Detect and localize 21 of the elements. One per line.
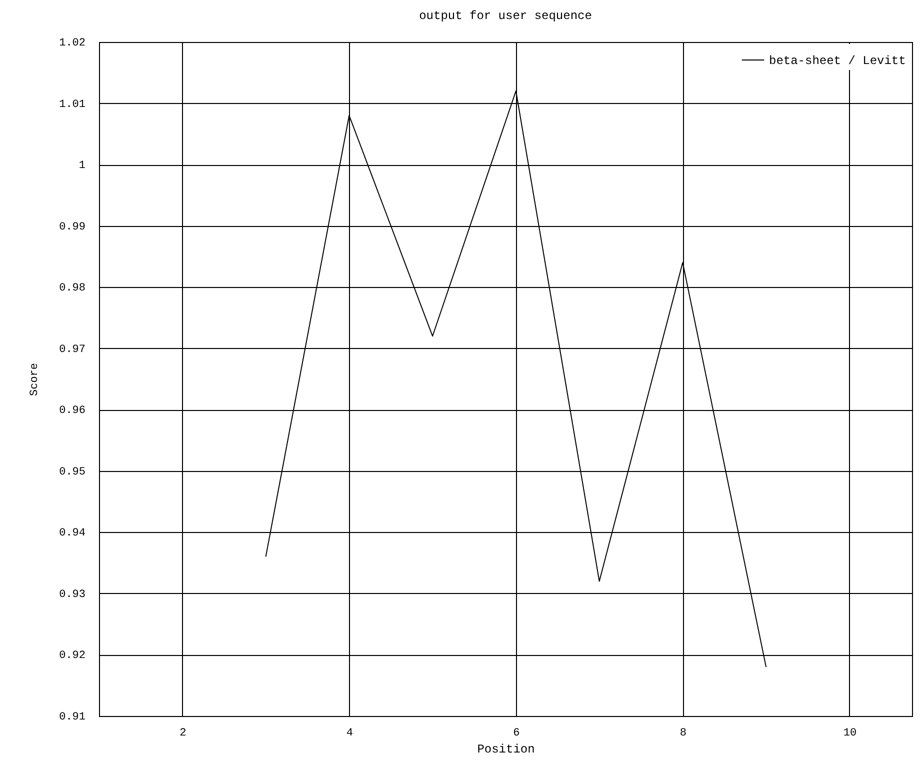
y-tick-label: 0.97 — [59, 344, 86, 356]
y-tick-label: 0.94 — [59, 528, 86, 540]
x-axis-title: Position — [477, 742, 535, 756]
y-tick-label: 0.98 — [59, 282, 86, 295]
y-tick-label: 1.01 — [59, 98, 86, 111]
x-tick-label: 6 — [513, 728, 520, 740]
x-tick-label: 10 — [843, 728, 857, 740]
y-tick-label: 0.95 — [59, 466, 86, 478]
x-tick-label: 8 — [680, 728, 686, 740]
y-tick-label: 0.96 — [59, 405, 86, 418]
x-tick-label: 2 — [180, 728, 186, 740]
y-tick-label: 0.91 — [59, 712, 86, 724]
x-tick-label: 4 — [346, 728, 354, 740]
y-tick-label: 0.92 — [59, 650, 86, 662]
y-tick-label: 1.02 — [59, 38, 86, 50]
y-tick-label: 0.93 — [59, 588, 86, 601]
legend-label: beta-sheet / Levitt — [769, 54, 906, 68]
chart-title: output for user sequence — [419, 9, 592, 23]
y-tick-label: 0.99 — [59, 221, 86, 234]
y-tick-label: 1 — [78, 160, 86, 172]
y-axis-title: Score — [29, 362, 42, 396]
